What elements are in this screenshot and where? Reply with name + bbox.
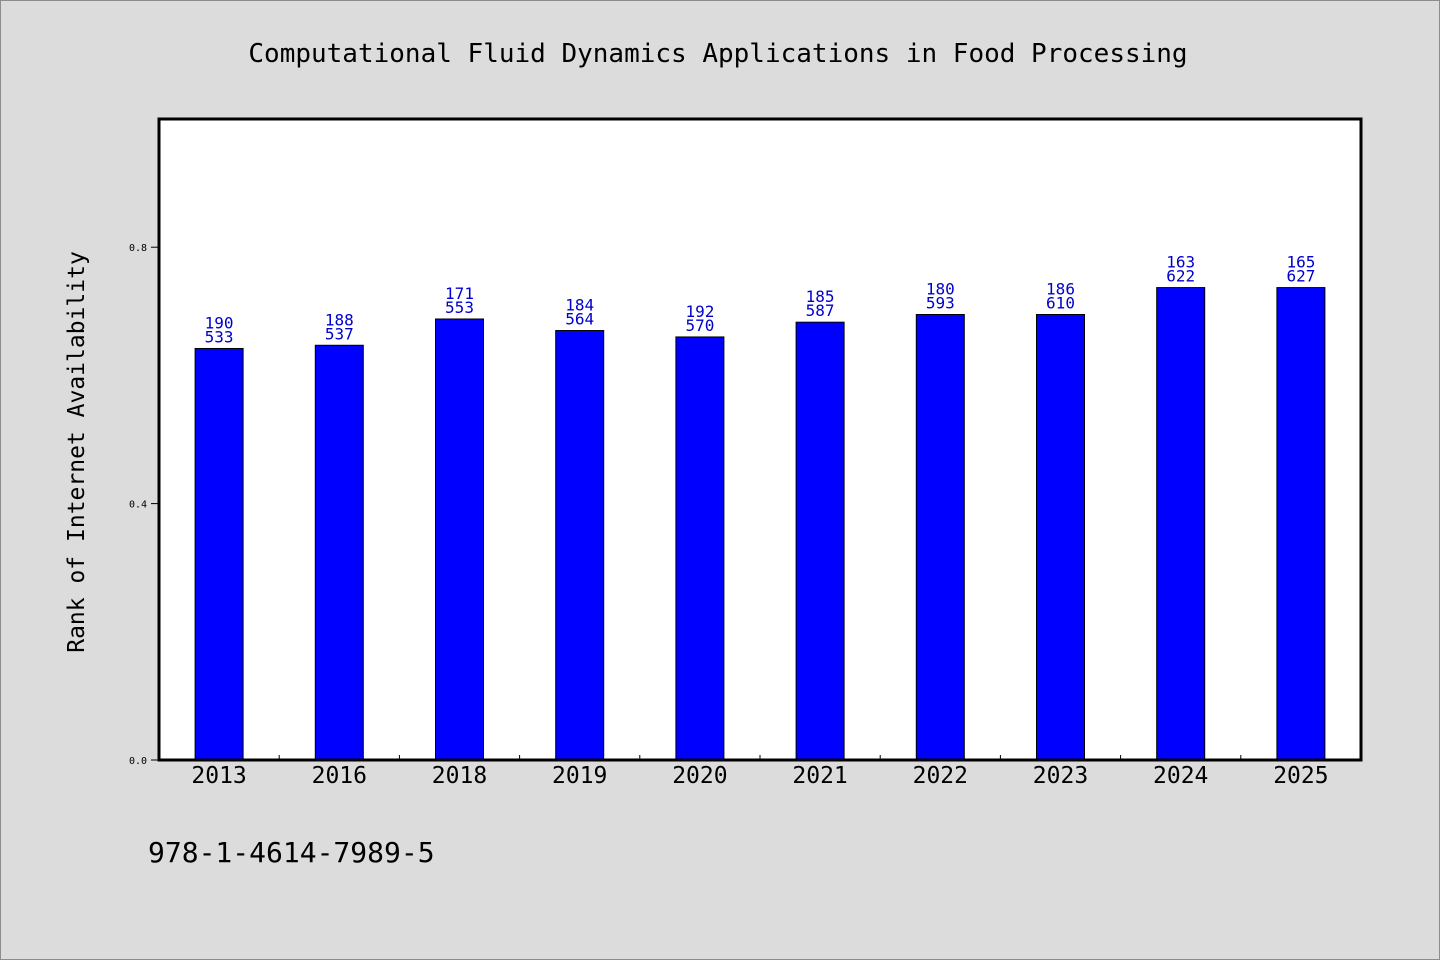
bars bbox=[194, 287, 1326, 761]
bar-label-bottom-2013: 533 bbox=[205, 327, 234, 346]
x-tick-label-2021: 2021 bbox=[792, 763, 847, 789]
isbn-footer: 978-1-4614-7989-5 bbox=[148, 836, 435, 869]
y-axis-label: Rank of Internet Availability bbox=[64, 251, 90, 653]
bar-label-top-2019: 184 bbox=[565, 296, 594, 315]
bar-label-bottom-2023: 610 bbox=[1046, 294, 1075, 313]
bar-label-top-2021: 185 bbox=[806, 287, 835, 306]
y-tick-label: 0.4 bbox=[129, 500, 147, 511]
bar-label-top-2013: 190 bbox=[205, 313, 234, 332]
x-tick-label-2025: 2025 bbox=[1273, 763, 1328, 789]
bar-2025 bbox=[1276, 287, 1326, 761]
plot-border bbox=[157, 117, 1363, 762]
bar-label-bottom-2019: 564 bbox=[565, 310, 594, 329]
chart-title: Computational Fluid Dynamics Application… bbox=[248, 39, 1187, 69]
x-tick-label-2019: 2019 bbox=[552, 763, 607, 789]
bar-label-top-2022: 180 bbox=[926, 280, 955, 299]
bar-label-bottom-2024: 622 bbox=[1166, 267, 1195, 286]
x-tick-label-2024: 2024 bbox=[1153, 763, 1208, 789]
bar-2018 bbox=[435, 318, 484, 761]
bar-label-bottom-2022: 593 bbox=[926, 294, 955, 313]
bar-2020 bbox=[675, 336, 725, 761]
bar-label-bottom-2021: 587 bbox=[806, 301, 835, 320]
x-tick-label-2016: 2016 bbox=[312, 763, 367, 789]
x-tick-label-2020: 2020 bbox=[672, 763, 727, 789]
bar-2013 bbox=[194, 347, 244, 761]
bar-2023 bbox=[1036, 314, 1085, 761]
bar-2016 bbox=[314, 344, 364, 761]
x-tick-label-2018: 2018 bbox=[432, 763, 487, 789]
bar-label-top-2016: 188 bbox=[325, 310, 354, 329]
bar-2021 bbox=[795, 321, 845, 761]
x-tick-label-2022: 2022 bbox=[913, 763, 968, 789]
y-tick-label: 0.0 bbox=[129, 756, 147, 767]
bar-label-top-2025: 165 bbox=[1286, 253, 1315, 272]
x-tick-label-2023: 2023 bbox=[1033, 763, 1088, 789]
bar-label-top-2020: 192 bbox=[685, 302, 714, 321]
bar-label-bottom-2020: 570 bbox=[685, 316, 714, 335]
bar-2024 bbox=[1156, 287, 1206, 761]
bar-label-top-2023: 186 bbox=[1046, 280, 1075, 299]
y-tick-label: 0.8 bbox=[129, 243, 147, 254]
bar-2022 bbox=[915, 314, 965, 761]
bar-label-top-2024: 163 bbox=[1166, 253, 1195, 272]
bar-label-bottom-2018: 553 bbox=[445, 298, 474, 317]
x-tick-label-2013: 2013 bbox=[191, 763, 246, 789]
bar-label-bottom-2016: 537 bbox=[325, 324, 354, 343]
bar-label-top-2018: 171 bbox=[445, 284, 474, 303]
axis-ticks: 0.0 0.4 0.8 2013 2016 2018 2019 2020 2021 2022 202… bbox=[129, 243, 1329, 789]
bar-label-bottom-2025: 627 bbox=[1286, 267, 1315, 286]
bar-2019 bbox=[555, 330, 605, 761]
